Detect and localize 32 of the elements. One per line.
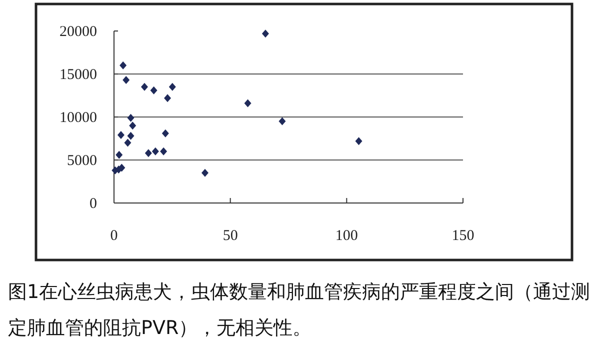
y-tick-label: 20000 (60, 24, 97, 40)
point (124, 138, 132, 147)
point (355, 137, 362, 146)
x-tick-label: 0 (110, 228, 118, 244)
point (164, 94, 172, 102)
point (127, 132, 134, 140)
point (152, 147, 159, 156)
point (140, 82, 148, 91)
caption: 图1在心丝虫病患犬，虫体数量和肺血管疾病的严重程度之间（通过测定肺血管的阻抗PVR），无相关性。 (8, 280, 592, 341)
point (201, 168, 208, 177)
point (150, 86, 158, 94)
point (168, 82, 176, 91)
point (127, 114, 134, 122)
x-tick-label: 150 (452, 228, 474, 244)
x-tick-label: 50 (222, 228, 238, 244)
point (160, 147, 168, 156)
point (144, 149, 152, 158)
point (117, 131, 124, 140)
y-tick-label: 15000 (60, 67, 97, 83)
point (262, 30, 269, 38)
y-tick-label: 5000 (67, 153, 97, 169)
point (122, 76, 130, 84)
point (244, 99, 252, 108)
point (116, 150, 123, 159)
point (278, 117, 286, 126)
point (162, 129, 169, 138)
y-tick-label: 0 (90, 196, 97, 212)
point (118, 164, 126, 172)
point (129, 122, 136, 130)
x-tick-label: 100 (335, 228, 358, 244)
point (120, 61, 127, 70)
y-tick-label: 10000 (60, 110, 97, 126)
